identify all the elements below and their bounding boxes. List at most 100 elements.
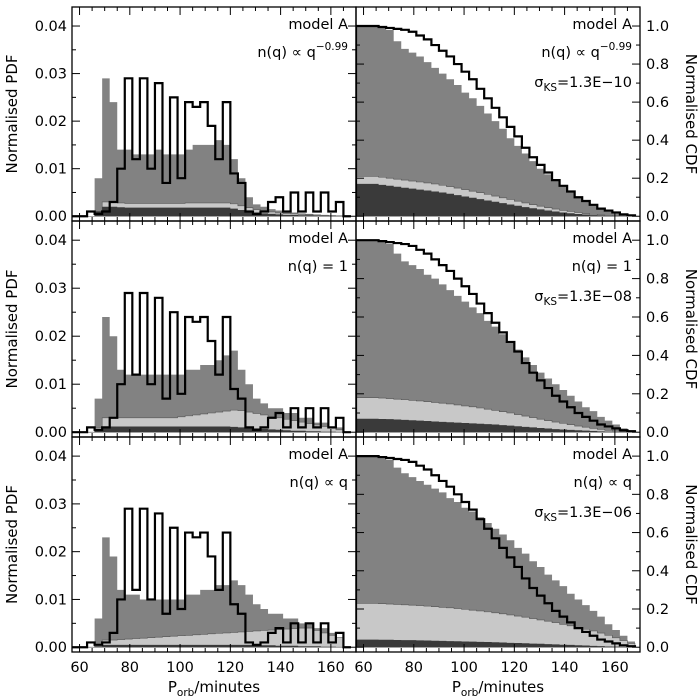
- panel-r2-pdf: 0.00 0.01 0.02 0.03 0.04 Normalised PDF model …: [3, 220, 357, 441]
- ks-value: =1.3E−06: [557, 505, 632, 521]
- x-tick-label: 160: [601, 660, 629, 676]
- x-axis-title: Porb/minutes: [168, 678, 260, 699]
- panel-body: [72, 507, 351, 649]
- y-tick-label: 0.6: [646, 310, 669, 326]
- cdf-dark-area: [356, 418, 635, 433]
- cdf-dark-area: [356, 183, 635, 217]
- x-tick-label: 60: [354, 660, 372, 676]
- y-tick-label: 0.04: [35, 449, 67, 465]
- nq-label: n(q) ∝ q: [290, 475, 349, 491]
- y-tick-label: 1.0: [646, 233, 669, 249]
- model-label: model A: [572, 447, 632, 463]
- y-tick-label: 0.04: [35, 19, 67, 35]
- pdf-model-area: [72, 317, 351, 433]
- nq-text: n(q) ∝ q: [574, 475, 633, 491]
- y-tick-label: 0.03: [35, 67, 67, 83]
- cdf-dark-area: [356, 639, 635, 648]
- x-title-rest: /minutes: [478, 678, 544, 696]
- cdf-observed-step: [356, 455, 637, 648]
- nq-label: n(q) ∝ q−0.99: [257, 41, 348, 61]
- x-axis-title: Porb/minutes: [452, 678, 544, 699]
- y-tick-label: 0.00: [35, 640, 67, 656]
- y-tick-label: 0.02: [35, 545, 67, 561]
- nq-text: n(q) ∝ q: [541, 45, 600, 61]
- panel-body: [356, 239, 637, 433]
- panel-r1-cdf: 0.0 0.2 0.4 0.6 0.8 1.0 Normalised CDF model A n…: [355, 6, 700, 225]
- panel-r1-pdf: 0.00 0.01 0.02 0.03 0.04 Normalised PDF model …: [3, 6, 357, 225]
- panel-body: [356, 455, 637, 648]
- y-tick-label: 1.0: [646, 19, 669, 35]
- pdf-dark-area: [72, 426, 351, 433]
- cdf-model-area: [356, 456, 635, 648]
- cdf-model-area: [356, 240, 635, 433]
- y-tick-label: 0.02: [35, 114, 67, 130]
- y-tick-label: 0.2: [646, 387, 669, 403]
- ks-label: σKS=1.3E−10: [534, 75, 632, 94]
- pdf-observed-step: [72, 77, 351, 218]
- panel-r3-cdf: 0.0 0.2 0.4 0.6 0.8 1.0 Normalised CDF model A n…: [354, 436, 700, 699]
- nq-exponent: −0.99: [316, 41, 348, 53]
- y-tick-label: 0.01: [35, 377, 67, 393]
- nq-exponent: −0.99: [600, 41, 632, 53]
- y-tick-label: 0.01: [35, 162, 67, 178]
- x-title-main: P: [168, 678, 177, 696]
- y-tick-label: 0.03: [35, 281, 67, 297]
- y-axis-title: Normalised CDF: [682, 269, 700, 389]
- x-tick-label: 140: [267, 660, 295, 676]
- y-tick-label: 0.8: [646, 487, 669, 503]
- x-tick-label: 80: [121, 660, 139, 676]
- y-tick-label: 0.0: [646, 209, 669, 225]
- y-tick-label: 0.2: [646, 602, 669, 618]
- y-tick-label: 0.0: [646, 640, 669, 656]
- x-tick-label: 160: [317, 660, 345, 676]
- x-tick-label: 120: [500, 660, 528, 676]
- y-axis-title: Normalised PDF: [3, 485, 21, 604]
- y-axis-title: Normalised PDF: [3, 270, 21, 389]
- x-tick-label: 120: [216, 660, 244, 676]
- x-title-rest: /minutes: [194, 678, 260, 696]
- y-tick-label: 0.4: [646, 133, 669, 149]
- cdf-observed-step: [356, 24, 637, 217]
- y-axis-title: Normalised PDF: [3, 55, 21, 174]
- cdf-model-area: [356, 26, 635, 217]
- model-label: model A: [572, 17, 632, 33]
- y-tick-label: 0.8: [646, 272, 669, 288]
- y-tick-label: 0.02: [35, 329, 67, 345]
- y-axis-title: Normalised CDF: [682, 54, 700, 174]
- panel-body: [72, 77, 351, 218]
- ks-symbol: σ: [534, 505, 543, 521]
- model-label: model A: [288, 231, 348, 247]
- panel-frame: [355, 436, 641, 653]
- panel-r3-pdf: 0.00 0.01 0.02 0.03 0.04 Normalised PDF model …: [3, 436, 357, 699]
- ks-subscript: KS: [543, 296, 557, 308]
- ks-value: =1.3E−10: [557, 75, 632, 91]
- pdf-model-area: [72, 78, 351, 217]
- x-title-sub: orb: [461, 687, 479, 699]
- y-tick-label: 0.6: [646, 526, 669, 542]
- x-tick-label: 100: [166, 660, 194, 676]
- cdf-observed-step: [356, 239, 637, 433]
- nq-label: n(q) = 1: [288, 259, 348, 275]
- y-tick-label: 0.4: [646, 564, 669, 580]
- nq-text: n(q) = 1: [572, 259, 632, 275]
- model-label: model A: [572, 231, 632, 247]
- ks-label: σKS=1.3E−06: [534, 505, 632, 524]
- y-tick-label: 0.00: [35, 209, 67, 225]
- ks-symbol: σ: [534, 289, 543, 305]
- y-tick-label: 0.8: [646, 57, 669, 73]
- ks-subscript: KS: [543, 512, 557, 524]
- cdf-light-area: [356, 602, 636, 648]
- x-tick-label: 140: [551, 660, 579, 676]
- y-tick-label: 0.6: [646, 95, 669, 111]
- nq-label: n(q) = 1: [572, 259, 632, 275]
- x-tick-label: 60: [70, 660, 88, 676]
- model-label: model A: [288, 17, 348, 33]
- y-tick-label: 0.2: [646, 171, 669, 187]
- panel-body: [72, 291, 351, 434]
- y-tick-label: 0.4: [646, 348, 669, 364]
- pdf-dark-area: [72, 644, 351, 648]
- x-title-sub: orb: [177, 687, 195, 699]
- panel-body: [356, 24, 637, 217]
- y-tick-label: 0.0: [646, 425, 669, 441]
